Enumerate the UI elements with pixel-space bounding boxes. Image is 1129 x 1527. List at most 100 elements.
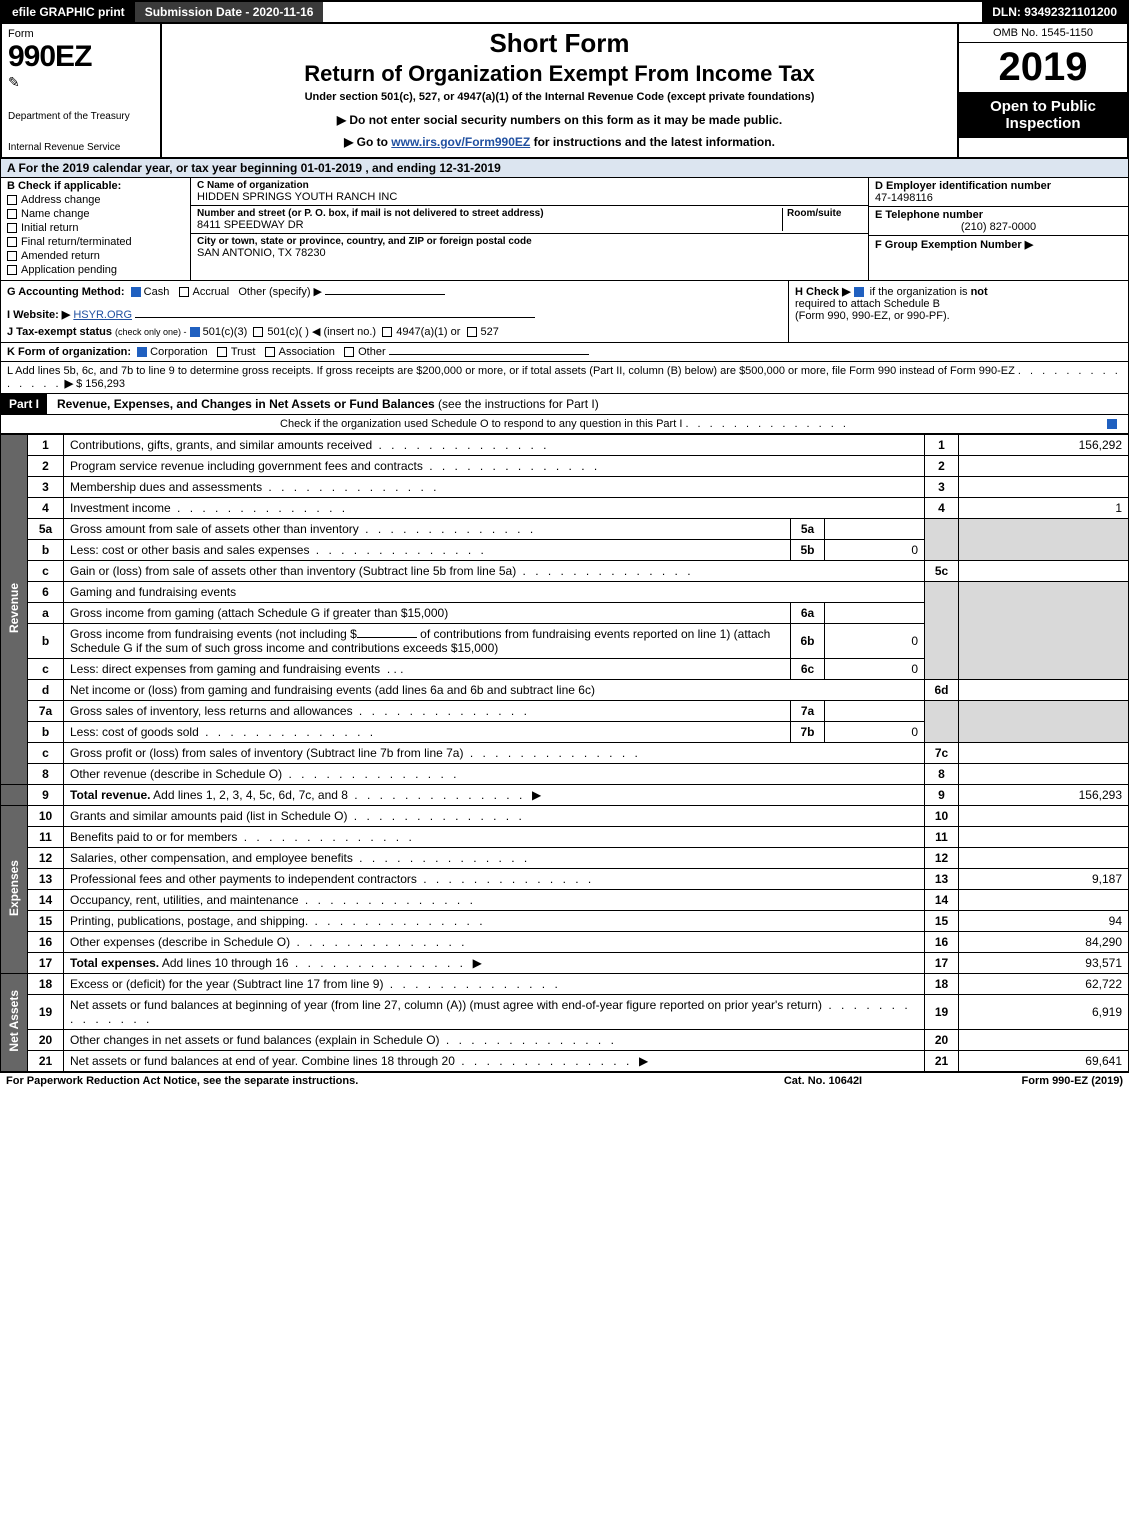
- line-6a-mnum: 6a: [791, 603, 825, 624]
- checkbox-initial-return[interactable]: [7, 223, 17, 233]
- top-bar: efile GRAPHIC print Submission Date - 20…: [0, 0, 1129, 24]
- checkbox-501c3-checked[interactable]: [190, 327, 200, 337]
- checkbox-application-pending[interactable]: [7, 265, 17, 275]
- line-12-num: 12: [28, 848, 64, 869]
- net-assets-side-label: Net Assets: [1, 974, 28, 1072]
- line-3-num: 3: [28, 477, 64, 498]
- checkbox-accrual[interactable]: [179, 287, 189, 297]
- line-6b-fillin[interactable]: [357, 637, 417, 638]
- line-18-text: Excess or (deficit) for the year (Subtra…: [70, 977, 383, 991]
- website-link[interactable]: HSYR.ORG: [73, 309, 132, 321]
- irs-label: Internal Revenue Service: [8, 142, 154, 153]
- line-7a-mval: [825, 701, 925, 722]
- box-g-label: G Accounting Method:: [7, 286, 125, 298]
- line-6c-num: c: [28, 659, 64, 680]
- line-20-val: [959, 1030, 1129, 1051]
- checkbox-527[interactable]: [467, 327, 477, 337]
- line-19-val: 6,919: [959, 995, 1129, 1030]
- line-5c-val: [959, 561, 1129, 582]
- box-g: G Accounting Method: Cash Accrual Other …: [1, 281, 788, 342]
- box-b: B Check if applicable: Address change Na…: [1, 178, 191, 280]
- box-b-label: B Check if applicable:: [7, 180, 184, 192]
- opt-application-pending: Application pending: [21, 264, 117, 276]
- checkbox-corporation-checked[interactable]: [137, 347, 147, 357]
- efile-print-label[interactable]: efile GRAPHIC print: [2, 2, 135, 22]
- line-14-rnum: 14: [925, 890, 959, 911]
- line-11-text: Benefits paid to or for members: [70, 830, 237, 844]
- return-title: Return of Organization Exempt From Incom…: [172, 61, 947, 87]
- line-18-rnum: 18: [925, 974, 959, 995]
- line-13-val: 9,187: [959, 869, 1129, 890]
- checkbox-other-form[interactable]: [344, 347, 354, 357]
- line-6b-mval: 0: [825, 624, 925, 659]
- other-specify-line[interactable]: [325, 294, 445, 295]
- checkbox-final-return[interactable]: [7, 237, 17, 247]
- line-6c-mval: 0: [825, 659, 925, 680]
- insert-no: ◀ (insert no.): [312, 326, 376, 338]
- submission-date: Submission Date - 2020-11-16: [135, 2, 324, 22]
- page-footer: For Paperwork Reduction Act Notice, see …: [0, 1072, 1129, 1089]
- footer-form-ref: Form 990-EZ (2019): [923, 1075, 1123, 1087]
- line-6-num: 6: [28, 582, 64, 603]
- checkbox-schedule-o-checked[interactable]: [1107, 419, 1117, 429]
- checkbox-trust[interactable]: [217, 347, 227, 357]
- line-5c-num: c: [28, 561, 64, 582]
- line-9-rnum: 9: [925, 785, 959, 806]
- checkbox-name-change[interactable]: [7, 209, 17, 219]
- line-19-rnum: 19: [925, 995, 959, 1030]
- opt-527: 527: [481, 326, 499, 338]
- opt-501c: 501(c)( ): [267, 326, 309, 338]
- line-20-text: Other changes in net assets or fund bala…: [70, 1033, 440, 1047]
- box-e-label: E Telephone number: [875, 209, 1122, 221]
- opt-association: Association: [279, 346, 335, 358]
- line-7c-num: c: [28, 743, 64, 764]
- line-13-rnum: 13: [925, 869, 959, 890]
- header-left-block: Form 990EZ ✎ Department of the Treasury …: [2, 24, 162, 157]
- revenue-side-label: Revenue: [1, 435, 28, 785]
- checkbox-address-change[interactable]: [7, 195, 17, 205]
- line-2-text: Program service revenue including govern…: [70, 459, 423, 473]
- line-4-text: Investment income: [70, 501, 171, 515]
- line-6a-text: Gross income from gaming (attach Schedul…: [64, 603, 791, 624]
- line-15-num: 15: [28, 911, 64, 932]
- revenue-side-label-spacer: [1, 785, 28, 806]
- website-underline: [135, 317, 535, 318]
- checkbox-amended[interactable]: [7, 251, 17, 261]
- expenses-side-label: Expenses: [1, 806, 28, 974]
- line-17-text: Add lines 10 through 16: [159, 956, 288, 970]
- room-suite-label: Room/suite: [787, 208, 862, 219]
- box-l-arrow: ▶: [65, 378, 73, 390]
- irs-form-link[interactable]: www.irs.gov/Form990EZ: [391, 135, 530, 149]
- line-14-num: 14: [28, 890, 64, 911]
- line-12-val: [959, 848, 1129, 869]
- form-word: Form: [8, 28, 154, 40]
- box-h-label: H Check ▶: [795, 286, 851, 298]
- checkbox-h-checked[interactable]: [854, 287, 864, 297]
- other-form-line: [389, 354, 589, 355]
- line-5b-mval: 0: [825, 540, 925, 561]
- opt-other-specify: Other (specify) ▶: [238, 286, 322, 298]
- line-1-text: Contributions, gifts, grants, and simila…: [70, 438, 372, 452]
- do-not-enter-ssn: ▶ Do not enter social security numbers o…: [172, 113, 947, 127]
- line-6a-num: a: [28, 603, 64, 624]
- checkbox-4947a1[interactable]: [382, 327, 392, 337]
- under-section-text: Under section 501(c), 527, or 4947(a)(1)…: [172, 91, 947, 103]
- short-form-title: Short Form: [172, 28, 947, 59]
- box-i-label: I Website: ▶: [7, 309, 70, 321]
- opt-final-return: Final return/terminated: [21, 236, 132, 248]
- line-7b-num: b: [28, 722, 64, 743]
- checkbox-cash-checked[interactable]: [131, 287, 141, 297]
- line-7b-text: Less: cost of goods sold: [70, 725, 199, 739]
- opt-4947a1: 4947(a)(1) or: [396, 326, 460, 338]
- box-l-amount: $ 156,293: [76, 378, 125, 390]
- line-5b-num: b: [28, 540, 64, 561]
- line-6a-mval: [825, 603, 925, 624]
- line-8-text: Other revenue (describe in Schedule O): [70, 767, 282, 781]
- checkbox-501c[interactable]: [253, 327, 263, 337]
- line-7c-text: Gross profit or (loss) from sales of inv…: [70, 746, 463, 760]
- line-5a-mval: [825, 519, 925, 540]
- box-h-text1: if the organization is: [870, 286, 968, 298]
- checkbox-association[interactable]: [265, 347, 275, 357]
- line-11-rnum: 11: [925, 827, 959, 848]
- line-11-num: 11: [28, 827, 64, 848]
